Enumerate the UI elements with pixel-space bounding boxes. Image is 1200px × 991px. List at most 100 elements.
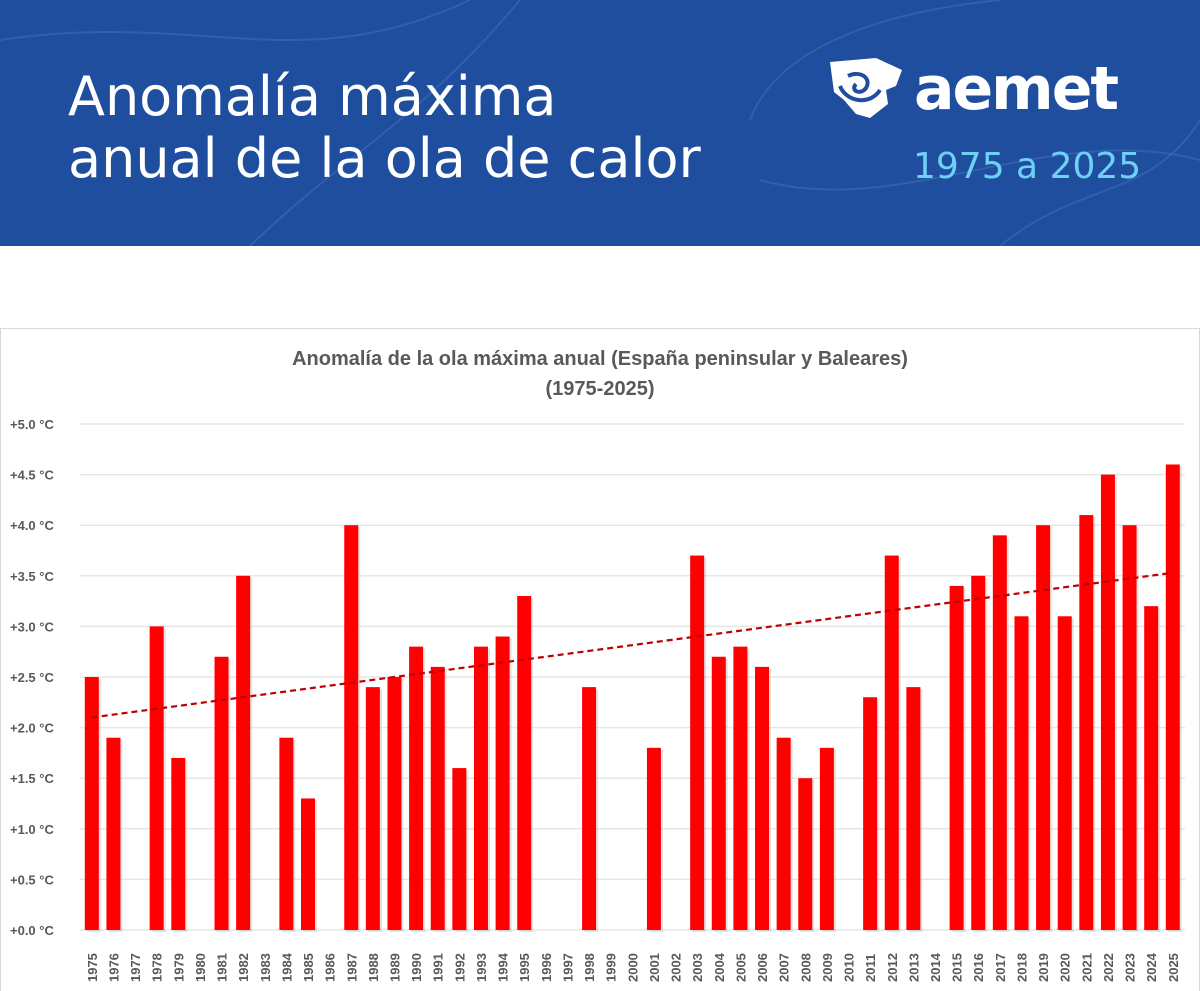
bar-2023: [1122, 525, 1137, 930]
bar-2024: [1144, 606, 1159, 930]
bar-2008: [798, 778, 813, 930]
x-tick-label: 1998: [582, 953, 597, 982]
x-tick-label: 2025: [1166, 953, 1181, 982]
x-tick-label: 1994: [496, 952, 511, 982]
x-tick-label: 1990: [409, 953, 424, 982]
bar-2017: [992, 535, 1007, 930]
x-tick-label: 1987: [344, 953, 359, 982]
x-tick-label: 2012: [885, 953, 900, 982]
x-tick-label: 2017: [993, 953, 1008, 982]
x-tick-label: 1985: [301, 953, 316, 982]
x-tick-label: 1975: [85, 953, 100, 982]
bar-1987: [344, 525, 359, 930]
x-tick-label: 2019: [1036, 953, 1051, 982]
y-tick-label: +0.5 °C: [10, 872, 54, 887]
bar-2018: [1014, 616, 1029, 930]
bar-1982: [236, 575, 251, 930]
y-tick-label: +2.0 °C: [10, 721, 54, 736]
x-tick-label: 2021: [1079, 953, 1094, 982]
y-tick-label: +1.5 °C: [10, 771, 54, 786]
bar-2013: [906, 687, 921, 930]
bar-2005: [733, 646, 748, 930]
x-tick-label: 1983: [258, 953, 273, 982]
bar-1994: [495, 636, 510, 930]
x-tick-label: 2008: [798, 953, 813, 982]
header-banner: Anomalía máxima anual de la ola de calor…: [0, 0, 1200, 246]
bar-2001: [646, 747, 661, 930]
x-tick-label: 2009: [820, 953, 835, 982]
bar-1975: [84, 677, 99, 930]
chart-title-line-2: (1975-2025): [545, 378, 655, 400]
y-tick-label: +4.5 °C: [10, 468, 54, 483]
x-tick-label: 1989: [387, 953, 402, 982]
bar-1984: [279, 737, 294, 930]
x-tick-label: 2011: [863, 954, 878, 982]
x-tick-label: 2020: [1058, 953, 1073, 982]
x-tick-label: 1981: [215, 953, 230, 982]
aemet-emblem-icon: [830, 58, 902, 118]
x-tick-label: 2016: [971, 953, 986, 982]
bar-2009: [819, 747, 834, 930]
x-tick-label: 2024: [1144, 952, 1159, 982]
y-tick-label: +3.0 °C: [10, 619, 54, 634]
y-tick-label: +5.0 °C: [10, 417, 54, 432]
x-tick-label: 1999: [604, 953, 619, 982]
y-tick-label: +3.5 °C: [10, 569, 54, 584]
x-tick-label: 1995: [517, 953, 532, 982]
x-tick-label: 1991: [431, 953, 446, 982]
trend-line: [91, 571, 1173, 719]
x-tick-label: 2006: [755, 953, 770, 982]
x-tick-label: 1976: [106, 953, 121, 982]
bar-2007: [776, 737, 791, 930]
x-tick-label: 2023: [1123, 953, 1138, 982]
x-tick-label: 2022: [1101, 953, 1116, 982]
bar-2025: [1165, 464, 1180, 930]
x-tick-label: 2018: [1014, 953, 1029, 982]
bar-2004: [711, 656, 726, 930]
x-tick-label: 1997: [560, 953, 575, 982]
bar-1981: [214, 656, 229, 930]
x-tick-label: 1993: [474, 953, 489, 982]
x-tick-label: 2001: [647, 953, 662, 982]
x-tick-label: 2000: [625, 953, 640, 982]
x-tick-label: 1977: [128, 953, 143, 982]
decorative-contour-lines: [0, 0, 1200, 246]
logo-text: aemet: [914, 54, 1119, 124]
bar-2022: [1100, 474, 1115, 930]
x-tick-label: 2015: [950, 953, 965, 982]
bar-1995: [517, 596, 532, 930]
x-tick-label: 1982: [236, 953, 251, 982]
x-tick-label: 2007: [777, 953, 792, 982]
bar-2006: [755, 666, 770, 930]
y-tick-label: +0.0 °C: [10, 923, 54, 938]
x-tick-label: 1992: [452, 953, 467, 982]
bar-1988: [365, 687, 380, 930]
bar-1993: [473, 646, 488, 930]
bar-1978: [149, 626, 164, 930]
x-tick-label: 1988: [366, 953, 381, 982]
bar-1989: [387, 677, 402, 930]
y-tick-label: +1.0 °C: [10, 822, 54, 837]
x-tick-label: 2013: [906, 953, 921, 982]
x-tick-label: 2002: [669, 953, 684, 982]
bar-2019: [1036, 525, 1051, 930]
x-tick-label: 1980: [193, 953, 208, 982]
chart-title: Anomalía de la ola máxima anual (España …: [0, 344, 1200, 404]
aemet-logo: aemet: [826, 54, 1119, 124]
bar-1990: [409, 646, 424, 930]
x-tick-label: 1978: [150, 953, 165, 982]
y-tick-label: +2.5 °C: [10, 670, 54, 685]
x-tick-label: 2005: [733, 953, 748, 982]
x-tick-label: 1986: [323, 953, 338, 982]
title-line-2: anual de la ola de calor: [68, 127, 701, 190]
x-tick-label: 1984: [279, 952, 294, 982]
x-tick-label: 2003: [690, 953, 705, 982]
x-tick-label: 2010: [842, 953, 857, 982]
bar-2011: [863, 697, 878, 930]
bar-2015: [949, 585, 964, 930]
x-tick-label: 1979: [171, 953, 186, 982]
chart-title-line-1: Anomalía de la ola máxima anual (España …: [292, 348, 908, 370]
bar-1979: [171, 757, 186, 930]
bar-1991: [430, 666, 445, 930]
